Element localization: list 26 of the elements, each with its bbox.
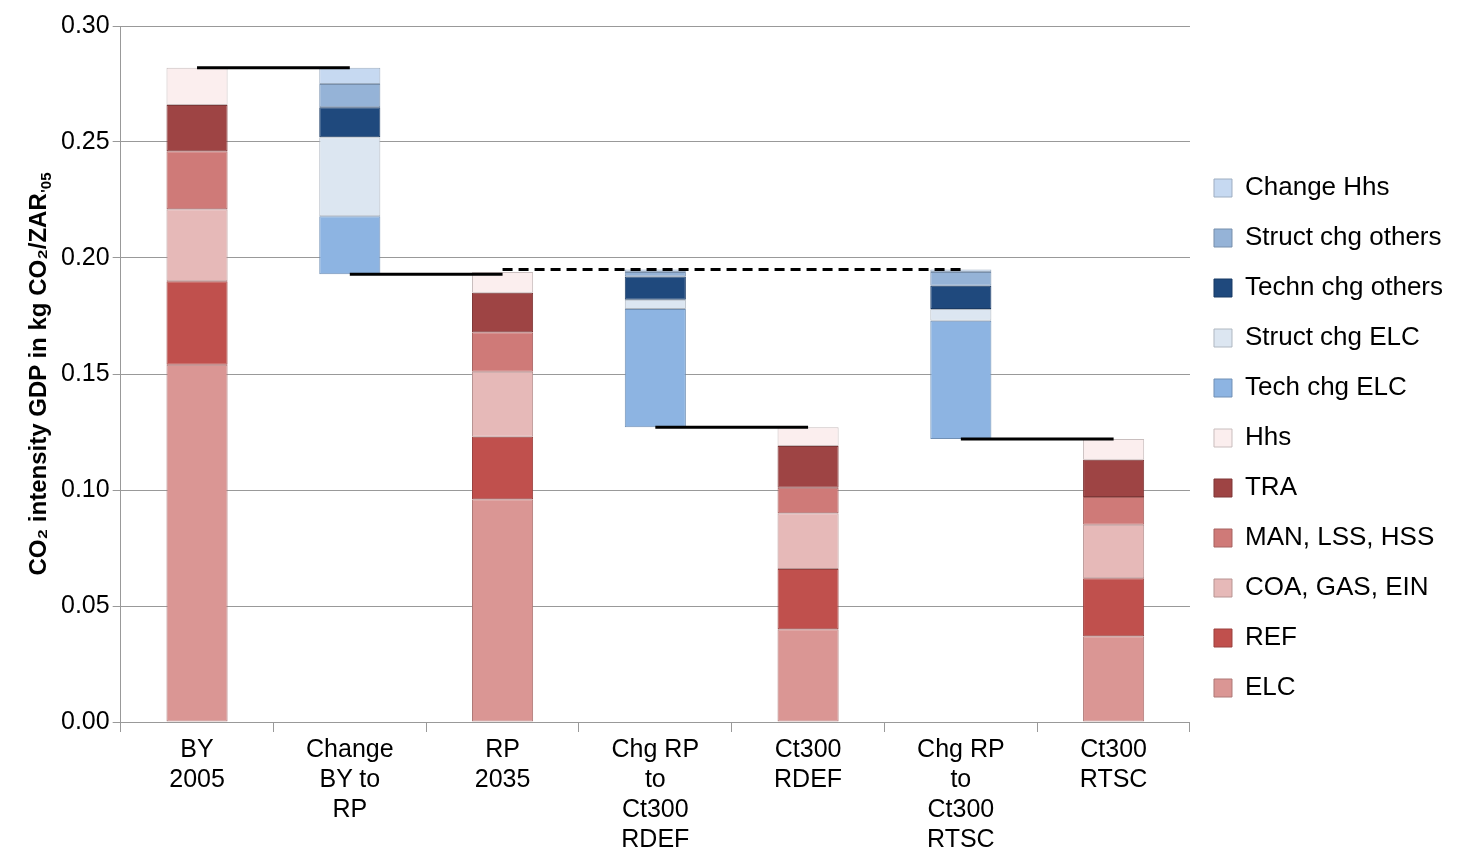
y-tick-label: 0.10 [60, 473, 110, 502]
y-tick-label: 0.20 [60, 241, 110, 270]
legend-label: Techn chg others [1244, 271, 1444, 302]
y-tick-label: 0.00 [60, 705, 110, 734]
legend-label: Struct chg others [1244, 221, 1442, 252]
legend-label: Change Hhs [1244, 171, 1390, 202]
legend-label: REF [1244, 621, 1297, 652]
x-tick-label: Chg RP to Ct300 RDEF [611, 733, 700, 852]
legend-label: Tech chg ELC [1244, 371, 1407, 402]
y-tick-label: 0.30 [60, 9, 110, 38]
x-tick-label: Ct300 RDEF [774, 733, 843, 792]
x-tick-label: RP 2035 [474, 733, 531, 792]
legend-label: Struct chg ELC [1244, 321, 1420, 352]
y-tick-label: 0.05 [60, 589, 110, 618]
legend-label: COA, GAS, EIN [1244, 571, 1429, 602]
legend-label: Hhs [1244, 421, 1292, 452]
y-tick-label: 0.15 [60, 357, 110, 386]
x-tick-label: Ct300 RTSC [1079, 733, 1148, 792]
x-tick-label: Change BY to RP [306, 733, 394, 822]
legend-label: MAN, LSS, HSS [1244, 521, 1435, 552]
legend-label: ELC [1244, 671, 1296, 702]
x-tick-label: BY 2005 [169, 733, 225, 792]
y-axis-title: CO₂ intensity GDP in kg CO₂/ZAR'05 [24, 172, 54, 576]
legend-label: TRA [1244, 471, 1298, 502]
y-tick-label: 0.25 [60, 125, 110, 154]
x-tick-label: Chg RP to Ct300 RTSC [917, 733, 1005, 852]
